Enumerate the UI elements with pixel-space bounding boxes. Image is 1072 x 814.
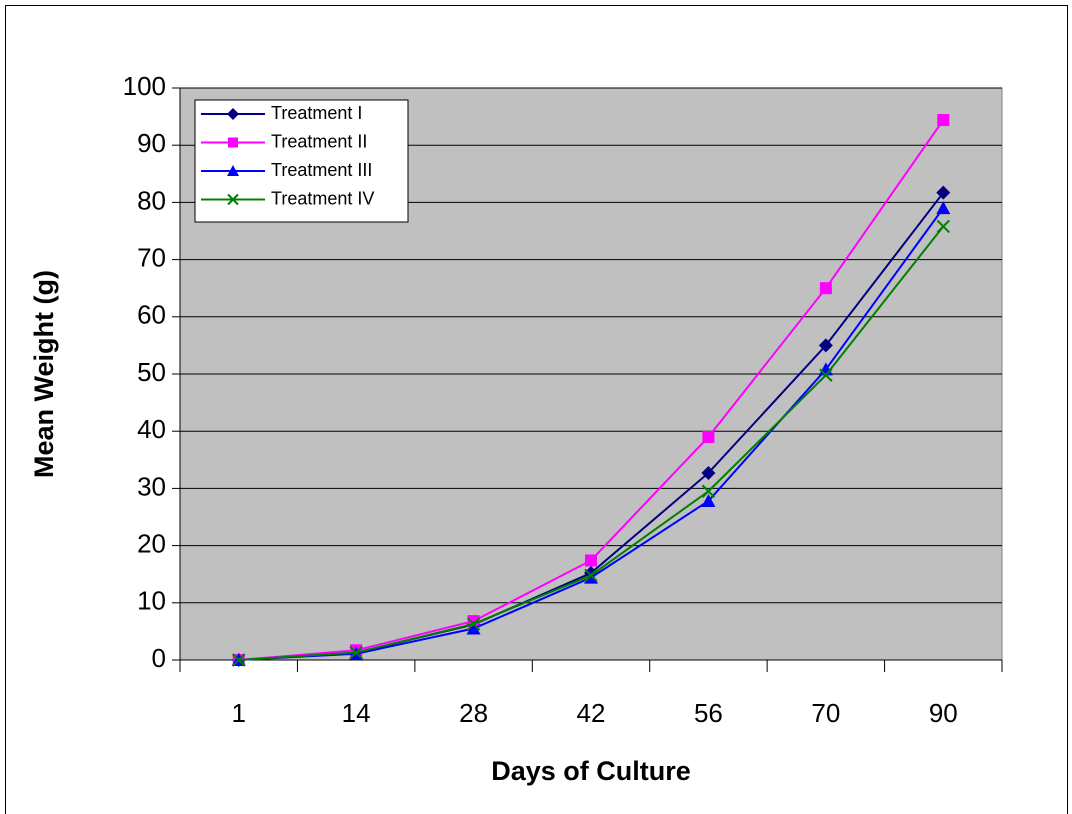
- y-tick-label: 90: [137, 128, 166, 158]
- marker: [936, 185, 951, 200]
- y-tick-label: 60: [137, 300, 166, 330]
- y-tick-label: 80: [137, 185, 166, 215]
- y-tick-label: 50: [137, 357, 166, 387]
- x-tick-label: 1: [231, 698, 245, 728]
- marker: [701, 465, 716, 480]
- marker: [936, 219, 950, 234]
- marker: [227, 108, 239, 120]
- marker: [227, 193, 239, 206]
- y-tick-label: 30: [137, 471, 166, 501]
- y-tick-label: 10: [137, 586, 166, 616]
- marker: [702, 430, 715, 443]
- marker: [466, 617, 481, 631]
- x-tick-label: 42: [577, 698, 606, 728]
- x-tick-label: 90: [929, 698, 958, 728]
- x-tick-label: 56: [694, 698, 723, 728]
- y-tick-label: 100: [123, 71, 166, 101]
- y-tick-label: 0: [152, 643, 166, 673]
- marker: [818, 338, 833, 353]
- y-tick-label: 20: [137, 528, 166, 558]
- marker: [232, 653, 246, 667]
- legend-label: Treatment II: [271, 131, 367, 151]
- marker: [701, 484, 716, 498]
- marker: [584, 570, 598, 584]
- marker: [585, 554, 597, 567]
- marker: [228, 137, 238, 148]
- y-tick-label: 70: [137, 242, 166, 272]
- legend-label: Treatment III: [271, 160, 372, 180]
- marker: [584, 568, 598, 583]
- marker: [936, 201, 951, 215]
- x-tick-label: 70: [811, 698, 840, 728]
- marker: [466, 621, 481, 635]
- marker: [701, 493, 716, 507]
- marker: [937, 114, 950, 127]
- y-tick-label: 40: [137, 414, 166, 444]
- y-axis-title: Mean Weight (g): [29, 270, 59, 478]
- marker: [349, 645, 363, 660]
- x-axis-title: Days of Culture: [491, 756, 691, 786]
- marker: [819, 368, 833, 382]
- marker: [819, 282, 832, 295]
- legend-label: Treatment IV: [271, 188, 374, 208]
- x-tick-label: 14: [342, 698, 371, 728]
- x-tick-label: 28: [459, 698, 488, 728]
- legend-label: Treatment I: [271, 103, 362, 123]
- marker: [227, 165, 239, 176]
